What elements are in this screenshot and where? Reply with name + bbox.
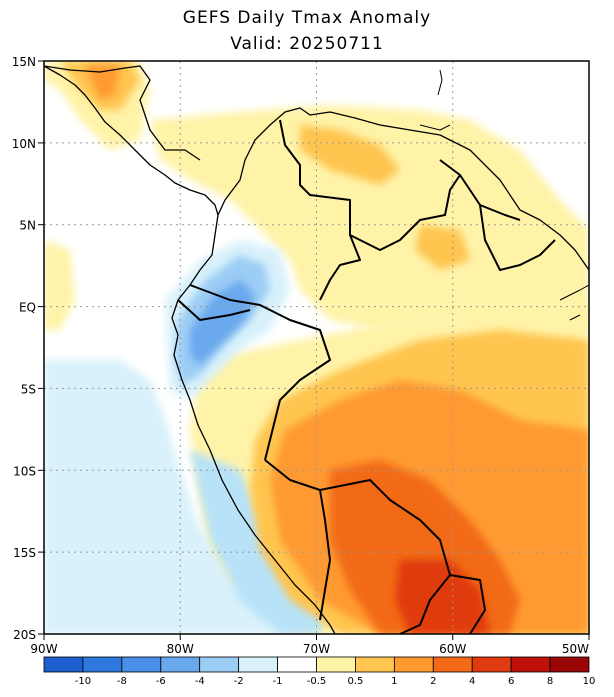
anomaly-field — [44, 61, 589, 634]
tick-marks — [38, 60, 590, 640]
colorbar-label: 2 — [430, 676, 436, 687]
colorbar-swatch — [121, 656, 162, 673]
colorbar-swatch — [277, 656, 317, 673]
anomaly-area-yellow-west — [44, 240, 75, 330]
colorbar-swatch — [82, 656, 123, 673]
colorbar-label: 1 — [391, 676, 397, 687]
y-tick-label: EQ — [19, 301, 36, 315]
x-tick-label: 70W — [303, 642, 330, 656]
x-tick-label: 80W — [167, 642, 194, 656]
colorbar-label: -4 — [195, 676, 205, 687]
border-bolivia-brazil — [319, 479, 486, 634]
anomaly-area-cyan-andes — [44, 360, 300, 634]
colorbar-swatch — [316, 656, 356, 673]
y-tick-label: 5N — [19, 219, 36, 233]
colorbar-swatch — [471, 656, 512, 673]
y-tick-label: 10S — [13, 464, 36, 478]
colorbar-swatch — [238, 656, 278, 673]
x-tick-label: 60W — [439, 642, 466, 656]
y-tick-label: 15S — [13, 546, 36, 560]
colorbar-swatch — [160, 656, 201, 673]
x-axis-labels: 90W 80W 70W 60W 50W — [30, 642, 589, 656]
anomaly-area-orange-east — [415, 225, 470, 270]
coastline-gulf — [559, 284, 589, 321]
grid-lines — [44, 61, 589, 634]
coastline-central-america — [44, 65, 219, 216]
island-cuba-region — [419, 69, 451, 131]
border-ecuador-peru — [177, 299, 251, 321]
boundaries — [44, 65, 589, 634]
border-guyanas — [459, 174, 556, 271]
anomaly-area-orange-north — [300, 125, 400, 185]
border-colombia-venezuela — [279, 119, 361, 301]
colorbar-label: 4 — [469, 676, 475, 687]
y-tick-label: 15N — [12, 55, 36, 69]
border-venezuela-brazil — [349, 159, 461, 251]
colorbar-label: -6 — [156, 676, 166, 687]
colorbar-label: -8 — [117, 676, 127, 687]
y-tick-label: 10N — [12, 137, 36, 151]
colorbar-label: -2 — [234, 676, 244, 687]
y-axis-labels: 15N 10N 5N EQ 5S 10S 15S 20S — [12, 55, 36, 642]
colorbar-swatch — [355, 656, 395, 673]
anomaly-area-yellow-north — [150, 105, 589, 330]
colorbar-label: 0.5 — [347, 676, 363, 687]
colorbar-label: -10 — [75, 676, 91, 687]
colorbar-label: 6 — [508, 676, 514, 687]
y-tick-label: 5S — [21, 382, 36, 396]
colorbar-swatch — [549, 656, 590, 673]
colorbar-swatch — [432, 656, 473, 673]
x-tick-label: 50W — [562, 642, 589, 656]
y-tick-label: 20S — [13, 628, 36, 642]
chart-subtitle: Valid: 20250711 — [230, 34, 384, 54]
border-peru-bolivia — [264, 459, 331, 621]
coastline-south-america — [171, 107, 589, 634]
colorbar-swatch — [43, 656, 84, 673]
border-colombia-ecuador-peru — [189, 284, 331, 461]
chart-title: GEFS Daily Tmax Anomaly — [182, 8, 432, 28]
colorbar-label: 8 — [547, 676, 553, 687]
colorbar-swatch — [393, 656, 434, 673]
colorbar: -10 -8 -6 -4 -2 -1 -0.5 0.5 1 2 4 6 8 10 — [43, 656, 596, 687]
colorbar-swatch — [510, 656, 551, 673]
colorbar-label: 10 — [583, 676, 596, 687]
colorbar-label: -1 — [273, 676, 283, 687]
colorbar-label: -0.5 — [307, 676, 327, 687]
x-tick-label: 90W — [30, 642, 57, 656]
border-bolivia-paraguay — [399, 574, 451, 634]
colorbar-swatch — [199, 656, 240, 673]
anomaly-area-orange-nw-2 — [85, 65, 120, 100]
